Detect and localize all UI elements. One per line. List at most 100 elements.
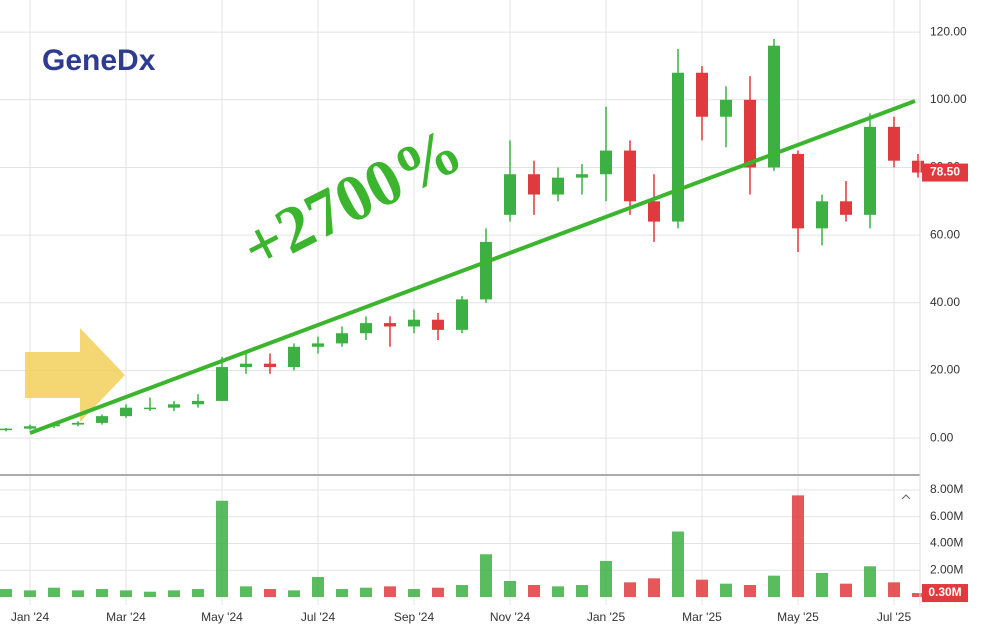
candle-body [312,343,324,347]
volume-bar [288,590,300,598]
volume-bar [24,590,36,598]
volume-bar [480,554,492,598]
volume-bar [120,590,132,598]
volume-bar [864,566,876,598]
volume-bar [72,590,84,598]
volume-bar [432,587,444,598]
volume-bar [336,589,348,598]
candle-body [576,174,588,178]
x-tick-label: Jan '25 [587,610,626,624]
last-volume-box [922,584,968,603]
candle-body [480,241,492,300]
volume-bar [696,579,708,598]
volume-bar [792,495,804,598]
candle-body [696,72,708,117]
candle-body [72,422,84,425]
candle-body [840,201,852,215]
volume-bar [168,590,180,598]
candle-body [264,363,276,368]
x-tick-label: Sep '24 [394,610,435,624]
candle-body [24,426,36,429]
x-tick-label: Mar '25 [682,610,722,624]
candle-body [912,160,924,173]
candle-body [360,323,372,334]
volume-bar [552,586,564,598]
candle-body [672,72,684,222]
candle-body [0,428,12,431]
x-tick-label: Nov '24 [490,610,531,624]
collapse-icon[interactable] [901,494,911,500]
volume-bar [768,575,780,598]
candle-body [792,153,804,229]
volume-bar [600,560,612,598]
candle-body [456,299,468,330]
volume-bar [384,586,396,598]
candle-body [888,126,900,161]
candle-body [504,174,516,215]
volume-bar [576,585,588,598]
candle-body [816,201,828,229]
volume-bar [912,593,924,598]
candle-body [624,150,636,202]
candle-body [720,99,732,117]
y-tick-label: 60.00 [930,227,960,241]
volume-bar [816,572,828,598]
volume-bar [96,589,108,598]
candle-body [96,416,108,423]
x-tick-label: May '24 [201,610,243,624]
y-tick-label: 0.00 [930,430,954,444]
candle-body [168,404,180,408]
volume-bar [624,582,636,598]
trend-line [29,99,916,435]
candle-body [768,45,780,168]
volume-tick-label: 2.00M [930,562,963,576]
volume-bar [744,585,756,598]
volume-tick-label: 8.00M [930,482,963,496]
last-volume-label: 0.30M [928,585,961,599]
candle-body [144,407,156,410]
y-tick-label: 100.00 [930,92,967,106]
volume-bar [528,585,540,598]
volume-bar [216,500,228,598]
marks [0,38,924,598]
arrow [25,328,125,422]
volume-bar [648,578,660,598]
volume-bar [888,582,900,598]
x-tick-label: Mar '24 [106,610,146,624]
y-tick-label: 20.00 [930,363,960,377]
x-tick-label: Jan '24 [11,610,50,624]
volume-bar [360,587,372,598]
volume-bar [672,531,684,598]
candle-body [384,323,396,327]
candle-body [240,363,252,368]
volume-bar [504,581,516,598]
volume-bar [840,583,852,598]
volume-bar [408,589,420,598]
last-price-box [922,163,968,182]
y-tick-label: 120.00 [930,24,967,38]
candle-body [432,319,444,330]
candle-body [744,99,756,168]
x-tick-label: Jul '24 [301,610,336,624]
x-tick-label: Jul '25 [877,610,912,624]
logo: GeneDx [42,44,156,77]
last-price-label: 78.50 [930,165,960,179]
volume-bar [192,589,204,598]
candle-body [288,346,300,368]
candle-body [528,174,540,195]
candle-body [336,333,348,344]
candle-body [408,319,420,327]
candle-body [600,150,612,175]
candle-body [192,400,204,405]
volume-bar [240,586,252,598]
volume-tick-label: 4.00M [930,536,963,550]
volume-bar [720,583,732,598]
annotation: +2700% [231,113,474,285]
volume-bar [144,591,156,598]
y-tick-label: 40.00 [930,295,960,309]
candle-body [552,177,564,195]
candle-body [864,126,876,215]
volume-bar [264,589,276,598]
candle-body [648,201,660,222]
